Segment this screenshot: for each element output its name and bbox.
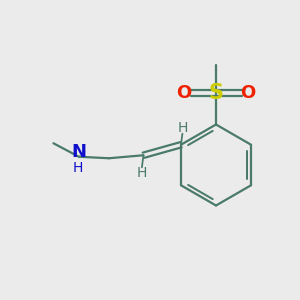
Text: H: H: [72, 161, 82, 175]
Text: H: H: [137, 166, 147, 180]
Text: H: H: [177, 121, 188, 135]
Text: O: O: [241, 84, 256, 102]
Text: N: N: [71, 143, 86, 161]
Text: O: O: [176, 84, 191, 102]
Text: S: S: [208, 83, 224, 103]
